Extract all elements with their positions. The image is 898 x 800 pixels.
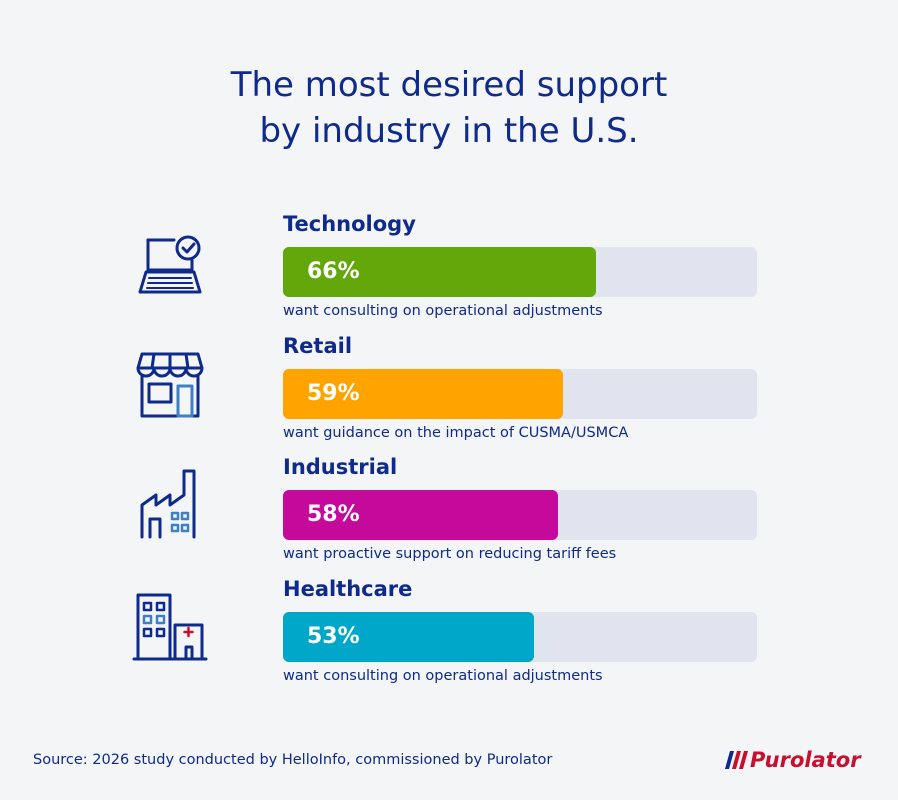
category-label-healthcare: Healthcare (283, 577, 413, 601)
source-note: Source: 2026 study conducted by HelloInf… (33, 752, 553, 768)
value-label-technology: 66% (307, 259, 360, 284)
bar-healthcare: 53% (283, 612, 534, 662)
bar-track-industrial: 58% (283, 490, 757, 540)
value-label-retail: 59% (307, 381, 360, 406)
bar-row-retail: Retail 59% want guidance on the impact o… (0, 334, 898, 444)
chart-title-line-2: by industry in the U.S. (259, 111, 639, 151)
bar-technology: 66% (283, 247, 596, 297)
chart-title-line-1: The most desired support (230, 65, 668, 105)
laptop-check-icon (138, 235, 202, 294)
hospital-icon (132, 593, 208, 661)
description-industrial: want proactive support on reducing tarif… (283, 546, 617, 562)
value-label-healthcare: 53% (307, 624, 360, 649)
description-healthcare: want consulting on operational adjustmen… (283, 668, 603, 684)
bar-industrial: 58% (283, 490, 558, 540)
logo-text: Purolator (750, 748, 861, 772)
bar-row-industrial: Industrial 58% want proactive support on… (0, 455, 898, 565)
storefront-icon (136, 352, 204, 418)
description-technology: want consulting on operational adjustmen… (283, 303, 603, 319)
category-label-technology: Technology (283, 212, 416, 236)
bar-retail: 59% (283, 369, 563, 419)
logo-stripes-icon (725, 751, 748, 769)
bar-row-healthcare: Healthcare 53% want consulting on operat… (0, 577, 898, 687)
purolator-logo: Purolator (724, 745, 864, 775)
bar-track-technology: 66% (283, 247, 757, 297)
bar-row-technology: Technology 66% want consulting on operat… (0, 212, 898, 322)
bar-track-healthcare: 53% (283, 612, 757, 662)
category-label-retail: Retail (283, 334, 353, 358)
bar-track-retail: 59% (283, 369, 757, 419)
factory-icon (140, 469, 196, 539)
category-label-industrial: Industrial (283, 455, 398, 479)
chart-title: The most desired support by industry in … (0, 62, 898, 154)
value-label-industrial: 58% (307, 502, 360, 527)
description-retail: want guidance on the impact of CUSMA/USM… (283, 425, 629, 441)
